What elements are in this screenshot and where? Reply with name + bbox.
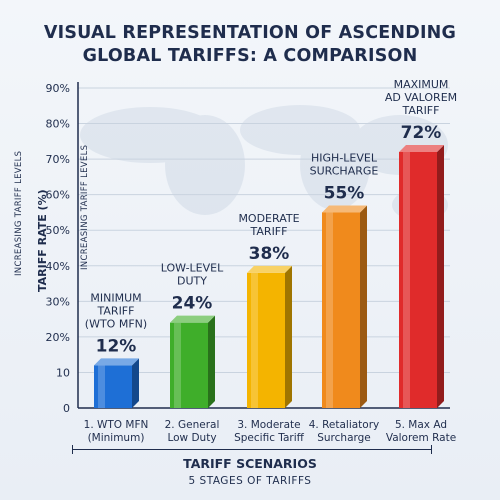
bar-top [170,315,215,323]
bar-top [247,265,292,273]
x-tick-label: Low Duty [167,432,216,444]
map-landmass [165,115,245,215]
x-tick-label: 5. Max Ad [395,419,447,431]
value-label: 38% [249,244,290,264]
bar-category-label: MAXIMUM [394,78,449,91]
bar-highlight [98,365,105,408]
bar-category-label: MODERATE [238,212,299,225]
x-tick-label: Surcharge [317,432,371,444]
y-tick-label: 90% [46,82,70,95]
chart-title: VISUAL REPRESENTATION OF ASCENDING GLOBA… [0,22,500,68]
bar-highlight [326,212,333,408]
x-axis-bracket [72,445,432,454]
y-tick-label: 30% [46,295,70,308]
y-tick-label: 0 [63,402,70,415]
bar-side [437,145,444,408]
bar-category-label: SURCHARGE [310,164,379,177]
bar-3 [247,265,292,408]
y-axis-title: TARIFF RATE (%) [36,189,49,292]
bar-highlight [403,152,410,408]
map-landmass [300,120,370,210]
bar-category-label: MINIMUM [90,291,141,304]
y-tick-label: 40% [46,260,70,273]
y-tick-label: 20% [46,331,70,344]
y-axis-side-label: INCREASING TARIFF LEVELS [14,150,24,276]
y-tick-label: 70% [46,153,70,166]
bar-1 [94,358,139,408]
bar-category-label: HIGH-LEVEL [311,151,378,164]
bar-top [94,358,139,366]
map-landmass [240,105,360,155]
chart-title-line-2: GLOBAL TARIFFS: A COMPARISON [82,46,418,66]
x-tick-label: 4. Retaliatory [309,419,380,431]
bar-side [132,358,139,408]
x-axis-subtitle: 5 STAGES OF TARIFFS [188,475,312,487]
value-label: 24% [172,294,213,314]
y-tick-label: 60% [46,189,70,202]
x-tick-label: 2. General [165,419,220,431]
chart-title-line-1: VISUAL REPRESENTATION OF ASCENDING [43,23,457,43]
bar-category-label: LOW-LEVEL [161,262,224,275]
map-landmass [80,107,220,163]
x-axis-title: TARIFF SCENARIOS [183,456,317,471]
bar-5 [399,145,444,408]
bar-highlight [251,272,258,408]
x-tick-label: 1. WTO MFN [84,419,149,431]
y-axis-inner-label: INCREASING TARIFF LEVELS [80,144,90,270]
y-axis-labels: INCREASING TARIFF LEVELS TARIFF RATE (%)… [0,0,90,292]
bar-top [322,205,367,213]
y-tick-label: 50% [46,224,70,237]
bar-highlight [174,322,181,408]
y-tick-label: 80% [46,118,70,131]
bar-2 [170,315,215,408]
bar-category-label: DUTY [177,275,207,288]
bar-side [208,315,215,408]
x-tick-label: Valorem Rate [386,432,456,444]
bar-top [399,145,444,152]
y-tick-label: 10 [56,366,70,379]
x-tick-label: Specific Tariff [234,432,305,444]
bar-side [360,205,367,408]
bar-category-label: AD VALOREM [385,91,457,104]
bar-category-label: (WTO MFN) [85,317,147,330]
bar-4 [322,205,367,408]
x-tick-label: (Minimum) [88,432,145,444]
bar-side [285,265,292,408]
bar-category-label: TARIFF [402,104,440,117]
bar-category-label: TARIFF [250,225,288,238]
value-label: 72% [401,123,442,143]
bar-category-label: TARIFF [97,304,135,317]
world-map-backdrop [80,105,448,221]
value-label: 12% [96,336,137,356]
value-label: 55% [324,183,365,203]
x-tick-label: 3. Moderate [237,419,300,431]
